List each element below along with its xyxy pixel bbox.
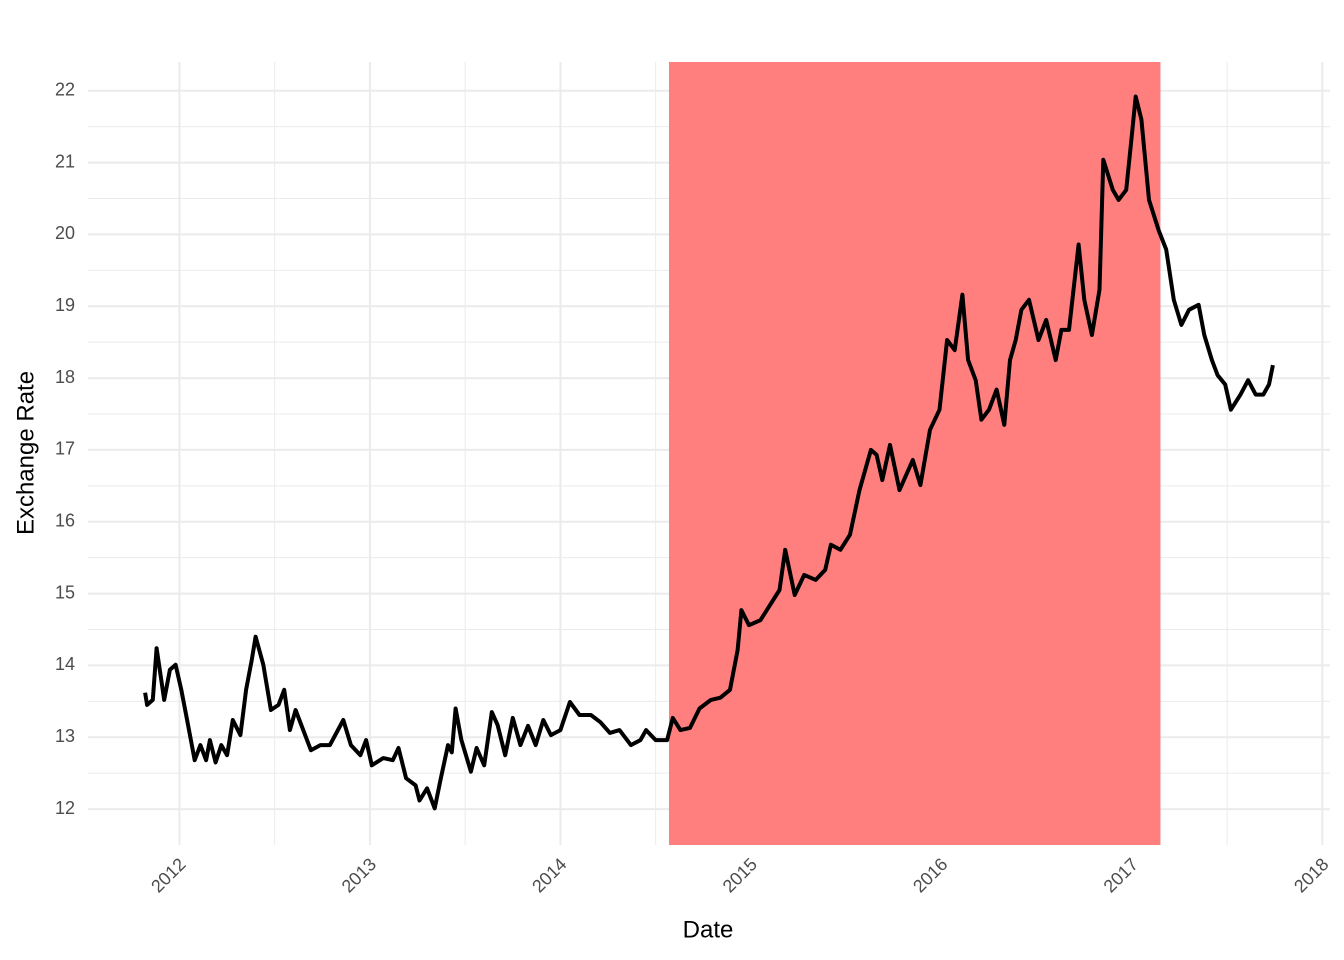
shaded-region bbox=[668, 62, 1161, 845]
line bbox=[143, 94, 1275, 811]
y-tick-label: 18 bbox=[55, 367, 75, 387]
y-tick-label: 15 bbox=[55, 582, 75, 602]
y-tick-label: 12 bbox=[55, 798, 75, 818]
x-tick-label: 2016 bbox=[909, 854, 951, 896]
x-tick-label: 2018 bbox=[1290, 854, 1332, 896]
x-tick-label: 2013 bbox=[338, 854, 380, 896]
y-tick-label: 19 bbox=[55, 295, 75, 315]
y-tick-label: 21 bbox=[55, 151, 75, 171]
y-tick-label: 17 bbox=[55, 439, 75, 459]
y-tick-label: 13 bbox=[55, 726, 75, 746]
y-tick-label: 22 bbox=[55, 79, 75, 99]
x-tick-label: 2012 bbox=[147, 854, 189, 896]
y-tick-label: 20 bbox=[55, 223, 75, 243]
y-tick-label: 16 bbox=[55, 510, 75, 530]
x-axis-title: Date bbox=[683, 916, 734, 943]
x-tick-label: 2014 bbox=[528, 854, 570, 896]
y-tick-label: 14 bbox=[55, 654, 75, 674]
x-tick-label: 2017 bbox=[1100, 854, 1142, 896]
y-axis-title: Exchange Rate bbox=[12, 371, 39, 535]
x-tick-label: 2015 bbox=[719, 854, 761, 896]
